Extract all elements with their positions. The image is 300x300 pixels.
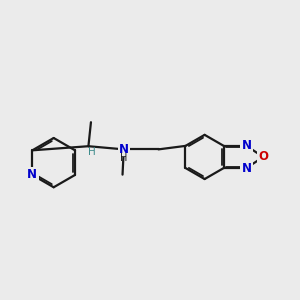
Text: H: H	[120, 153, 127, 163]
Text: N: N	[27, 168, 38, 182]
Text: O: O	[258, 150, 268, 164]
Text: N: N	[242, 161, 251, 175]
Text: N: N	[242, 140, 251, 152]
Text: H: H	[88, 147, 95, 157]
Text: N: N	[119, 143, 129, 156]
